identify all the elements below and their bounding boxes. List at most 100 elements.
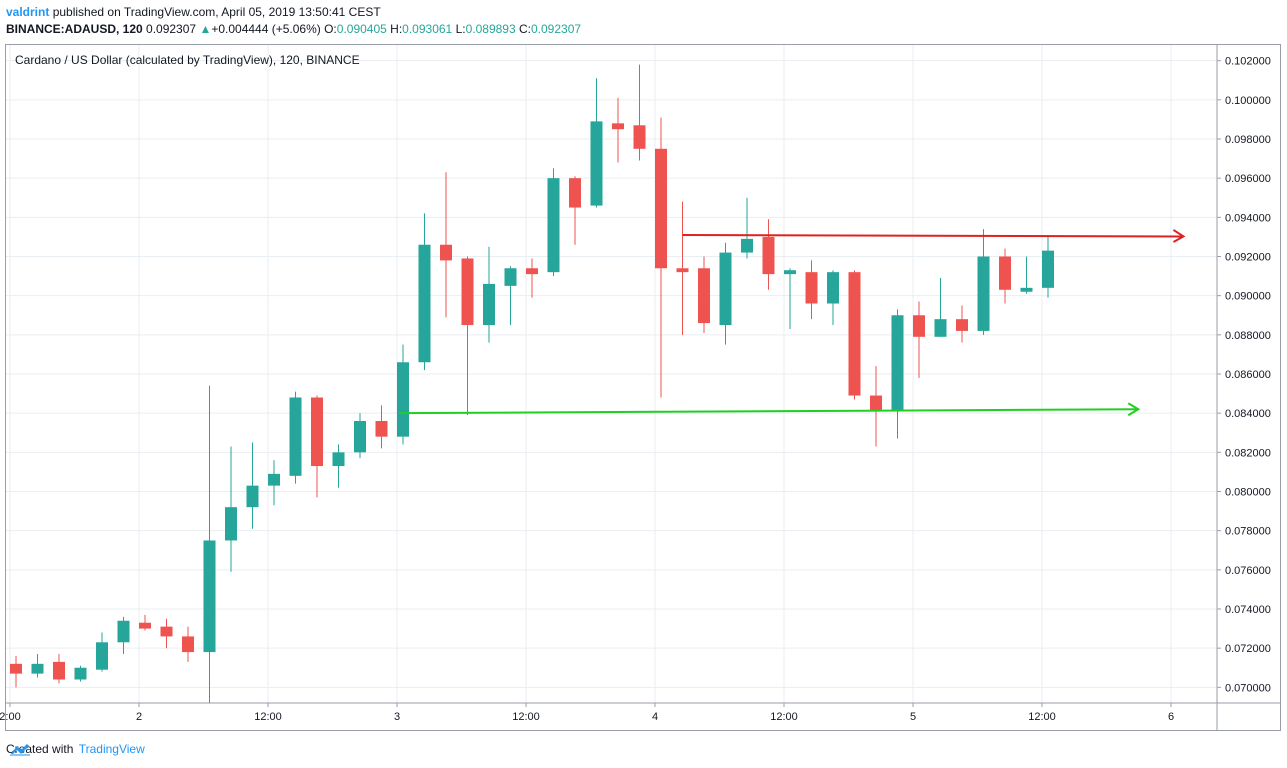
candle-body [827,272,839,304]
candle-body [762,236,775,275]
candle-body [805,272,818,304]
high-value: 0.093061 [402,22,453,36]
high-label: H: [390,22,403,36]
candle-body [289,397,302,476]
candle-body [934,319,947,337]
close-label: C: [519,22,531,36]
author-link[interactable]: valdrint [6,5,50,19]
tradingview-link[interactable]: TradingView [78,742,145,756]
publish-text: published on TradingView.com, April 05, … [52,5,381,19]
candle-body [483,283,495,326]
change-arrow-icon: ▲ [199,22,212,36]
candle-body [1020,287,1033,292]
candle-body [74,667,87,680]
y-tick-label: 0.088000 [1225,330,1271,342]
y-tick-label: 0.090000 [1225,291,1271,303]
candle-body [913,315,925,337]
y-tick-label: 0.100000 [1225,95,1271,107]
candle-body [719,252,732,326]
x-tick-label: 5 [910,711,916,723]
x-tick-label: 12:00 [512,711,540,723]
candle-body [418,244,431,363]
resistance-arrow-icon [1172,229,1186,243]
footer: Created with TradingView [6,742,145,756]
x-tick-label: 2:00 [0,711,21,723]
x-tick-label: 4 [652,711,658,723]
candle-body [225,507,237,541]
candle-body [397,362,409,437]
candle-body [10,663,22,674]
last-price: 0.092307 [146,22,197,36]
y-tick-label: 0.074000 [1225,604,1271,616]
y-tick-label: 0.082000 [1225,447,1271,459]
y-tick-label: 0.072000 [1225,643,1271,655]
candle-body [977,256,990,331]
y-tick-label: 0.096000 [1225,173,1271,185]
candle-body [999,256,1011,290]
candle-body [332,452,345,467]
candle-body [375,421,388,437]
candle-body [504,268,517,286]
close-value: 0.092307 [531,22,582,36]
publish-info: valdrint published on TradingView.com, A… [6,5,381,19]
candle-body [741,238,753,253]
chart-title: Cardano / US Dollar (calculated by Tradi… [15,53,360,67]
x-tick-label: 12:00 [254,711,282,723]
candle-body [891,315,904,412]
candle-body [311,397,323,467]
change-value: +0.004444 (+5.06%) [211,22,321,36]
candle-body [526,268,538,275]
candle-body [784,270,796,275]
open-label: O: [324,22,337,36]
candle-body [182,636,194,653]
open-value: 0.090405 [336,22,387,36]
x-tick-label: 6 [1168,711,1174,723]
candle-body [698,268,710,324]
candle-body [633,125,646,149]
candle-body [612,123,624,130]
candle-body [655,148,667,269]
candle-body [139,622,151,629]
y-tick-label: 0.070000 [1225,682,1271,694]
created-with-label: Created with [6,742,74,756]
candle-body [31,663,44,674]
y-tick-label: 0.102000 [1225,56,1271,68]
x-tick-label: 12:00 [770,711,798,723]
y-tick-label: 0.094000 [1225,212,1271,224]
support-arrow-icon [1127,402,1141,417]
candle-body [96,642,108,670]
y-tick-label: 0.098000 [1225,134,1271,146]
chart-frame [5,44,1281,731]
x-tick-label: 2 [136,711,142,723]
candle-body [870,395,882,412]
y-tick-label: 0.086000 [1225,369,1271,381]
candle-body [956,319,968,331]
candle-body [461,258,474,326]
candle-body [53,661,65,680]
candle-body [354,421,366,453]
candle-body [1042,250,1054,288]
candle-body [440,244,452,261]
x-tick-label: 12:00 [1028,711,1056,723]
y-tick-label: 0.084000 [1225,408,1271,420]
candle-body [203,540,216,653]
low-value: 0.089893 [465,22,516,36]
symbol-label: BINANCE:ADAUSD, 120 [6,22,143,36]
y-tick-label: 0.078000 [1225,526,1271,538]
candle-body [676,268,689,273]
low-label: L: [455,22,466,36]
candle-body [117,620,130,643]
candle-body [590,121,603,206]
y-tick-label: 0.076000 [1225,565,1271,577]
candle-body [569,178,581,208]
candle-body [268,473,280,486]
resistance-line [682,233,1184,238]
ohlc-legend: BINANCE:ADAUSD, 120 0.092307 ▲+0.004444 … [6,22,581,36]
tradingview-logo-icon [10,744,30,756]
y-tick-label: 0.092000 [1225,252,1271,264]
y-tick-label: 0.080000 [1225,487,1271,499]
support-line [398,408,1139,415]
candle-body [547,178,560,273]
candle-body [848,272,861,396]
